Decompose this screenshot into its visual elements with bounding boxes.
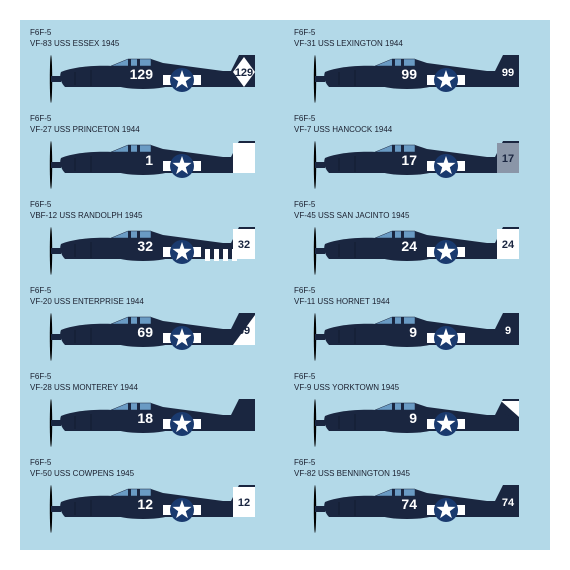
- svg-text:17: 17: [401, 152, 417, 168]
- aircraft-cell: F6F-5 VF-20 USS ENTERPRISE 1944 69 69: [30, 286, 276, 370]
- aircraft-cell: F6F-5 VF-50 USS COWPENS 1945 12 12: [30, 458, 276, 542]
- svg-text:1: 1: [145, 152, 153, 168]
- aircraft-model-label: F6F-5: [30, 458, 276, 468]
- aircraft-profile: 32 32: [30, 221, 276, 279]
- aircraft-model-label: F6F-5: [294, 372, 540, 382]
- aircraft-unit-label: VF-31 USS LEXINGTON 1944: [294, 39, 540, 49]
- aircraft-cell: F6F-5 VF-11 USS HORNET 1944 9 9: [294, 286, 540, 370]
- decal-sheet: F6F-5 VF-83 USS ESSEX 1945 129 129 F6F-5…: [20, 20, 550, 550]
- svg-text:32: 32: [137, 238, 153, 254]
- aircraft-cell: F6F-5 VF-9 USS YORKTOWN 1945 9 9: [294, 372, 540, 456]
- aircraft-model-label: F6F-5: [294, 286, 540, 296]
- svg-text:74: 74: [502, 497, 515, 509]
- aircraft-profile: 17 17: [294, 135, 540, 193]
- svg-text:69: 69: [238, 325, 250, 337]
- aircraft-profile: 99 99: [294, 49, 540, 107]
- svg-text:99: 99: [401, 66, 417, 82]
- svg-text:12: 12: [137, 496, 153, 512]
- aircraft-profile: 24 24: [294, 221, 540, 279]
- plane-grid: F6F-5 VF-83 USS ESSEX 1945 129 129 F6F-5…: [30, 28, 540, 542]
- aircraft-unit-label: VF-83 USS ESSEX 1945: [30, 39, 276, 49]
- aircraft-model-label: F6F-5: [294, 28, 540, 38]
- svg-text:9: 9: [409, 410, 417, 426]
- aircraft-unit-label: VF-45 USS SAN JACINTO 1945: [294, 211, 540, 221]
- aircraft-profile: 1: [30, 135, 276, 193]
- aircraft-profile: 9 9: [294, 393, 540, 451]
- svg-text:32: 32: [238, 239, 250, 251]
- svg-text:24: 24: [401, 238, 417, 254]
- svg-text:9: 9: [505, 325, 511, 337]
- aircraft-unit-label: VF-7 USS HANCOCK 1944: [294, 125, 540, 135]
- aircraft-model-label: F6F-5: [30, 28, 276, 38]
- aircraft-profile: 18: [30, 393, 276, 451]
- aircraft-cell: F6F-5 VF-28 USS MONTEREY 1944 18: [30, 372, 276, 456]
- svg-text:24: 24: [502, 239, 515, 251]
- aircraft-model-label: F6F-5: [30, 286, 276, 296]
- svg-text:129: 129: [130, 66, 154, 82]
- svg-text:17: 17: [502, 153, 514, 165]
- aircraft-profile: 69 69: [30, 307, 276, 365]
- aircraft-cell: F6F-5 VBF-12 USS RANDOLPH 1945 32 32: [30, 200, 276, 284]
- svg-text:9: 9: [505, 411, 511, 423]
- aircraft-cell: F6F-5 VF-7 USS HANCOCK 1944 17 17: [294, 114, 540, 198]
- aircraft-profile: 129 129: [30, 49, 276, 107]
- svg-text:74: 74: [401, 496, 417, 512]
- aircraft-profile: 12 12: [30, 479, 276, 537]
- svg-text:9: 9: [409, 324, 417, 340]
- aircraft-model-label: F6F-5: [294, 114, 540, 124]
- svg-text:18: 18: [137, 410, 153, 426]
- svg-text:12: 12: [238, 497, 250, 509]
- aircraft-model-label: F6F-5: [30, 114, 276, 124]
- aircraft-unit-label: VBF-12 USS RANDOLPH 1945: [30, 211, 276, 221]
- svg-text:99: 99: [502, 67, 514, 79]
- aircraft-unit-label: VF-9 USS YORKTOWN 1945: [294, 383, 540, 393]
- aircraft-cell: F6F-5 VF-31 USS LEXINGTON 1944 99 99: [294, 28, 540, 112]
- aircraft-model-label: F6F-5: [294, 458, 540, 468]
- aircraft-cell: F6F-5 VF-45 USS SAN JACINTO 1945 24 24: [294, 200, 540, 284]
- aircraft-unit-label: VF-27 USS PRINCETON 1944: [30, 125, 276, 135]
- aircraft-unit-label: VF-11 USS HORNET 1944: [294, 297, 540, 307]
- svg-text:129: 129: [235, 67, 253, 79]
- aircraft-unit-label: VF-82 USS BENNINGTON 1945: [294, 469, 540, 479]
- aircraft-model-label: F6F-5: [30, 200, 276, 210]
- aircraft-unit-label: VF-50 USS COWPENS 1945: [30, 469, 276, 479]
- svg-text:69: 69: [137, 324, 153, 340]
- aircraft-model-label: F6F-5: [294, 200, 540, 210]
- aircraft-cell: F6F-5 VF-82 USS BENNINGTON 1945 74 74: [294, 458, 540, 542]
- aircraft-model-label: F6F-5: [30, 372, 276, 382]
- aircraft-profile: 9 9: [294, 307, 540, 365]
- aircraft-unit-label: VF-28 USS MONTEREY 1944: [30, 383, 276, 393]
- aircraft-profile: 74 74: [294, 479, 540, 537]
- aircraft-cell: F6F-5 VF-83 USS ESSEX 1945 129 129: [30, 28, 276, 112]
- aircraft-cell: F6F-5 VF-27 USS PRINCETON 1944 1: [30, 114, 276, 198]
- aircraft-unit-label: VF-20 USS ENTERPRISE 1944: [30, 297, 276, 307]
